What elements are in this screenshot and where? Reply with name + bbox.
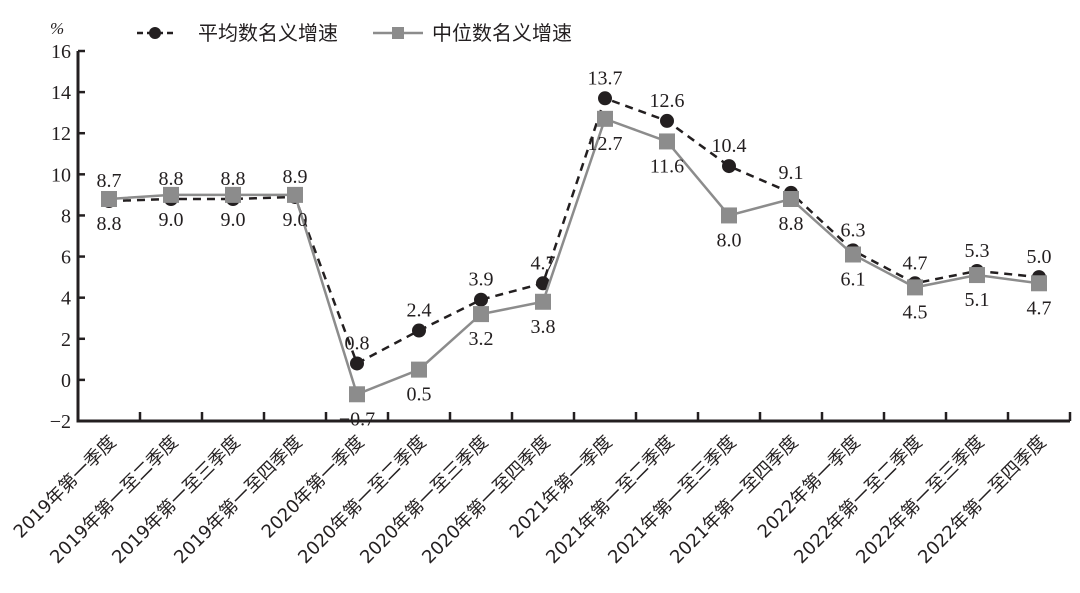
data-label: 5.1 (965, 289, 990, 311)
data-label: 5.3 (965, 240, 990, 262)
y-tick-label: 14 (51, 82, 71, 104)
axes: −2 0 2 4 6 8 10 12 14 16 (50, 41, 1072, 433)
data-point-square (411, 361, 427, 378)
data-point-square (845, 246, 861, 263)
data-point-square (907, 279, 923, 296)
data-label: 9.0 (159, 209, 184, 231)
series-line (108, 96, 1040, 366)
y-tick-label: 0 (61, 370, 71, 392)
y-axis-unit: % (50, 19, 64, 38)
legend-item-median: 中位数名义增速 (373, 21, 572, 45)
legend: 平均数名义增速 中位数名义增速 (137, 21, 572, 45)
y-tick-label: 16 (51, 41, 71, 63)
data-point-square (535, 293, 551, 310)
data-label: 11.6 (650, 155, 684, 177)
data-label: 4.7 (531, 252, 556, 274)
data-point-square (473, 306, 489, 323)
data-point-circle (598, 91, 612, 106)
data-label: 8.7 (97, 170, 122, 192)
y-tick-label: 2 (61, 329, 71, 351)
series-layer (101, 91, 1047, 403)
legend-label-mean: 平均数名义增速 (198, 21, 338, 45)
data-label: 10.4 (712, 135, 747, 157)
data-label: 12.6 (650, 90, 685, 112)
data-point-square (101, 191, 117, 207)
data-label: 12.7 (588, 133, 623, 155)
data-point-circle (722, 159, 736, 174)
circle-marker-icon (149, 27, 161, 39)
data-point-square (721, 207, 737, 224)
y-tick-label: −2 (50, 411, 71, 433)
data-point-square (163, 186, 179, 203)
square-marker-icon (392, 27, 404, 39)
data-labels: 8.7 8.8 8.8 8.9 0.8 2.4 3.9 4.7 13.7 12.6 10.4 9.1 6… (97, 67, 1052, 430)
data-label: 9.1 (779, 162, 804, 184)
y-tick-label: 10 (51, 164, 71, 186)
data-label: 3.2 (469, 328, 494, 350)
data-label: 8.8 (159, 168, 184, 190)
data-label: 0.5 (407, 384, 432, 406)
data-point-square (969, 267, 985, 284)
data-point-square (1031, 275, 1047, 292)
legend-item-mean: 平均数名义增速 (137, 21, 338, 45)
data-label: 3.8 (531, 316, 556, 338)
data-label: 8.8 (97, 213, 122, 235)
data-point-square (659, 133, 675, 150)
data-label: 8.8 (221, 168, 246, 190)
y-tick-label: 6 (61, 247, 71, 269)
data-label: 3.9 (469, 269, 494, 291)
data-point-circle (412, 323, 426, 338)
data-label: 4.7 (903, 252, 928, 274)
data-label: 4.5 (903, 301, 928, 323)
series-median (101, 110, 1047, 403)
data-point-square (349, 386, 365, 403)
data-label: 6.3 (841, 219, 866, 241)
data-point-circle (536, 276, 550, 291)
data-label: 4.7 (1027, 297, 1052, 319)
data-label: 6.1 (841, 269, 866, 291)
series-line (108, 117, 1040, 396)
x-tick-label: 2019年第一季度 (10, 432, 121, 543)
data-label: 13.7 (588, 67, 623, 89)
data-label: 8.9 (283, 166, 308, 188)
data-label: 5.0 (1027, 246, 1052, 268)
data-label: −0.7 (339, 408, 375, 430)
data-label: 8.8 (779, 213, 804, 235)
data-label: 0.8 (345, 332, 370, 354)
x-axis-labels: 2019年第一季度2019年第一至二季度2019年第一至三季度2019年第一至四… (10, 432, 1051, 568)
data-label: 8.0 (717, 229, 742, 251)
data-point-circle (660, 113, 674, 128)
data-label: 9.0 (221, 209, 246, 231)
legend-label-median: 中位数名义增速 (432, 21, 572, 45)
data-point-circle (474, 292, 488, 307)
data-label: 2.4 (407, 300, 432, 322)
data-label: 9.0 (283, 209, 308, 231)
data-point-square (287, 186, 303, 203)
data-point-square (225, 186, 241, 203)
data-point-square (597, 110, 613, 127)
data-point-circle (350, 356, 364, 371)
y-tick-label: 8 (61, 205, 71, 227)
y-tick-label: 4 (61, 288, 71, 310)
y-tick-label: 12 (51, 123, 71, 145)
data-point-square (783, 191, 799, 207)
